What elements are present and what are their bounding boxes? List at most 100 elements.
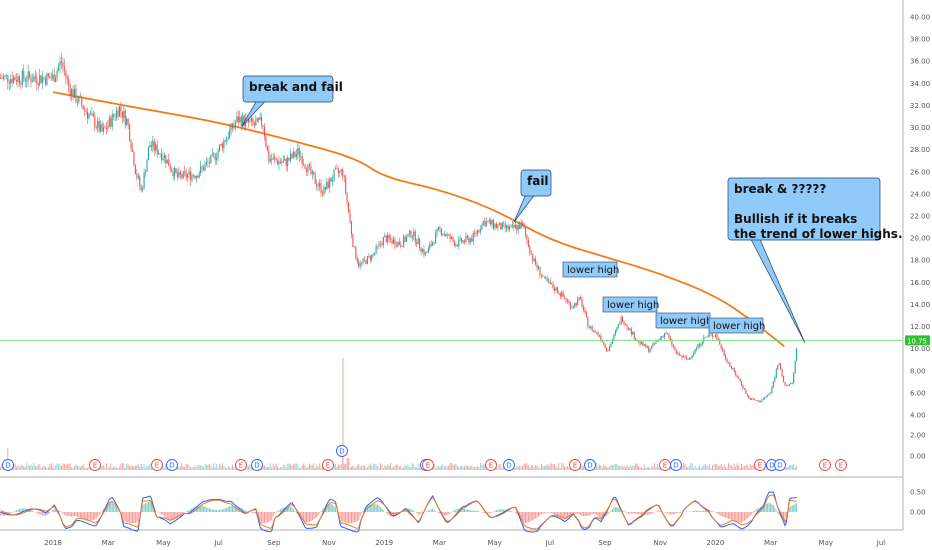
candle-body [585, 312, 587, 318]
volume-bar [658, 466, 660, 470]
candle-body [714, 334, 716, 337]
candle-body [667, 333, 669, 335]
histogram-bar [472, 510, 474, 512]
volume-bar [162, 464, 164, 470]
histogram-bar [287, 506, 289, 512]
histogram-bar [553, 512, 555, 515]
histogram-bar [658, 510, 660, 512]
histogram-bar [226, 507, 228, 512]
histogram-bar [629, 512, 631, 514]
volume-bar [790, 465, 792, 470]
volume-bar [50, 463, 52, 470]
price-tick-label: 24.00 [910, 190, 930, 198]
volume-bar [132, 466, 134, 470]
volume-bar [793, 464, 795, 470]
histogram-bar [648, 512, 650, 515]
volume-bar [104, 467, 106, 470]
candle-body [13, 77, 15, 83]
histogram-bar [691, 511, 693, 512]
candle-body [313, 171, 315, 176]
candle-body [732, 368, 734, 369]
histogram-bar [410, 509, 412, 512]
histogram-bar [262, 512, 264, 524]
candle-body [116, 110, 118, 118]
volume-bar [147, 465, 149, 470]
marker-circle [569, 459, 581, 471]
volume-bar [319, 463, 321, 470]
histogram-bar [725, 512, 727, 518]
candle-body [487, 221, 489, 222]
histogram-bar [134, 512, 136, 523]
volume-bar [600, 465, 602, 470]
histogram-bar [355, 512, 357, 522]
volume-bar [311, 465, 313, 470]
histogram-bar [413, 510, 415, 512]
candle-body [478, 230, 480, 232]
volume-bar [281, 467, 283, 470]
histogram-bar [626, 512, 628, 513]
time-tick-label: Mar [764, 539, 777, 547]
histogram-bar [445, 512, 447, 516]
volume-bar [466, 465, 468, 470]
volume-bar [390, 463, 392, 470]
volume-bar [656, 464, 658, 470]
histogram-bar [294, 511, 296, 512]
candle-body [242, 115, 244, 127]
volume-bar [729, 464, 731, 470]
histogram-bar [18, 509, 20, 512]
candle-body [652, 343, 654, 346]
candle-body [577, 299, 579, 306]
candle-body [532, 253, 534, 261]
histogram-bar [487, 512, 489, 514]
marker-letter: E [489, 462, 493, 470]
price-tick-label: 36.00 [910, 58, 930, 66]
candle-body [308, 164, 310, 167]
candle-body [232, 123, 234, 129]
candle-body [256, 117, 258, 122]
histogram-bar [469, 510, 471, 512]
volume-bar [369, 463, 371, 470]
histogram-bar [221, 509, 223, 512]
candle-body [658, 339, 660, 341]
candle-body [466, 235, 469, 238]
histogram-bar [348, 512, 350, 524]
candle-body [34, 76, 36, 79]
candle-body [640, 342, 643, 345]
histogram-bar [546, 512, 548, 513]
histogram-bar [243, 509, 245, 512]
volume-bar [229, 467, 231, 470]
histogram-bar [142, 504, 144, 512]
price-tick-label: 26.00 [910, 168, 930, 176]
histogram-bar [640, 512, 642, 515]
volume-bar [298, 467, 300, 470]
candle-body [113, 114, 115, 117]
histogram-bar [292, 509, 294, 512]
volume-bar [110, 463, 112, 470]
histogram-bar [420, 512, 422, 514]
volume-bar [743, 466, 745, 470]
candle-body [208, 162, 210, 164]
candle-body [394, 239, 396, 246]
candle-body [304, 164, 306, 169]
candle-body [237, 116, 239, 122]
histogram-bar [16, 510, 18, 512]
volume-bar [652, 466, 654, 470]
candle-body [710, 334, 712, 336]
candle-body [680, 355, 682, 356]
volume-bar [197, 465, 199, 470]
volume-bar [317, 466, 319, 470]
candle-body [500, 222, 502, 230]
volume-bar [717, 466, 719, 470]
histogram-bar [709, 509, 711, 512]
candle-body [153, 140, 155, 151]
price-tick-label: 20.00 [910, 235, 930, 243]
candle-body [472, 232, 474, 242]
volume-bar [335, 463, 337, 470]
candle-body [303, 164, 305, 165]
candle-body [352, 234, 354, 247]
candle-body [165, 155, 167, 164]
candle-body [440, 228, 442, 235]
histogram-bar [633, 512, 635, 514]
histogram-bar [690, 511, 692, 512]
